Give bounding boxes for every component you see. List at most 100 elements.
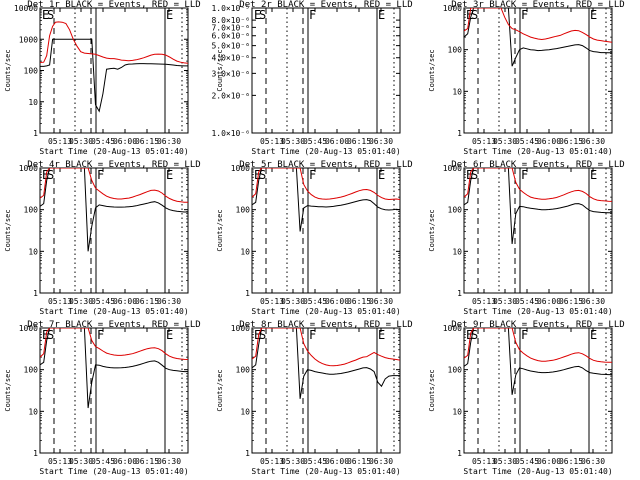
x-tick-label: 05:13	[260, 457, 284, 466]
event-marker-label: F	[521, 168, 528, 182]
y-tick-label: 10	[240, 407, 250, 416]
y-tick-label: 1	[245, 449, 250, 458]
event-marker-label: F	[309, 328, 316, 342]
event-marker-label: E	[466, 328, 473, 342]
event-marker-label: E	[378, 168, 385, 182]
x-tick-label: 06:30	[581, 297, 605, 306]
det-panel-8: Det 8r BLACK = Events, RED = LLD 1 10 100 10…	[216, 320, 413, 476]
event-marker-label: E	[166, 328, 173, 342]
plot-frame	[251, 167, 401, 294]
event-marker-label: E	[590, 328, 597, 342]
y-tick-label: 10	[452, 247, 462, 256]
event-marker-label: S	[47, 328, 54, 342]
panel-title: Det 1r BLACK = Events, RED = LLD	[27, 0, 200, 10]
x-tick-label: 05:30	[69, 457, 93, 466]
x-tick-label: 06:15	[135, 457, 159, 466]
x-tick-label: 06:30	[369, 297, 393, 306]
x-tick-label: 05:13	[260, 137, 284, 146]
x-tick-label: 06:00	[113, 137, 137, 146]
y-axis-label: Counts/sec	[4, 49, 12, 91]
y-tick-label: 1000	[443, 164, 462, 173]
x-tick-label: 06:00	[325, 137, 349, 146]
plot-frame	[251, 327, 401, 454]
y-tick-label: 100	[24, 366, 39, 375]
plot-frame	[39, 167, 189, 294]
y-axis-label: Counts/sec	[428, 49, 436, 91]
y-tick-label: 1000	[443, 324, 462, 333]
y-axis-label: Counts/sec	[216, 49, 224, 91]
series-lld-line	[464, 168, 612, 202]
plot-frame	[39, 7, 189, 134]
y-tick-label: 100	[448, 46, 463, 55]
x-tick-label: 06:15	[135, 297, 159, 306]
y-tick-label: 10	[28, 407, 38, 416]
x-tick-label: 05:13	[472, 457, 496, 466]
x-axis-label: Start Time (20-Aug-13 05:01:40)	[251, 307, 400, 316]
series-lld-line	[40, 328, 188, 360]
det-panel-2: Det 2r BLACK = Events, RED = LLD 1.0×10⁻⁶…	[211, 0, 412, 156]
event-marker-label: S	[47, 8, 54, 22]
event-marker-label: F	[309, 8, 316, 22]
event-marker-label: E	[42, 328, 49, 342]
x-tick-label: 06:30	[157, 297, 181, 306]
x-tick-label: 05:13	[48, 297, 72, 306]
panel-title: Det 9r BLACK = Events, RED = LLD	[451, 320, 624, 330]
x-tick-label: 05:30	[69, 137, 93, 146]
y-tick-label: 10	[452, 407, 462, 416]
y-tick-label: 1	[33, 449, 38, 458]
x-tick-label: 05:45	[515, 297, 539, 306]
x-tick-label: 05:30	[281, 297, 305, 306]
y-tick-label: 1.0×10⁻⁶	[211, 129, 250, 138]
series-lld-line	[252, 168, 400, 201]
y-tick-label: 100	[448, 206, 463, 215]
x-tick-label: 06:15	[559, 457, 583, 466]
y-tick-label: 100	[236, 366, 251, 375]
det-panel-7: Det 7r BLACK = Events, RED = LLD 1 10 100 10…	[4, 320, 201, 476]
y-tick-label: 8.0×10⁻⁶	[211, 16, 250, 25]
y-tick-label: 100	[24, 206, 39, 215]
plot-frame	[251, 7, 401, 134]
x-tick-label: 06:30	[369, 137, 393, 146]
x-axis-label: Start Time (20-Aug-13 05:01:40)	[39, 467, 188, 476]
y-axis-label: Counts/sec	[428, 369, 436, 411]
x-axis-label: Start Time (20-Aug-13 05:01:40)	[39, 307, 188, 316]
x-tick-label: 05:30	[493, 297, 517, 306]
x-tick-label: 06:00	[537, 457, 561, 466]
event-marker-label: F	[97, 328, 104, 342]
x-tick-label: 06:00	[325, 297, 349, 306]
y-tick-label: 1000	[19, 164, 38, 173]
event-marker-label: E	[378, 328, 385, 342]
plot-frame	[463, 167, 613, 294]
x-tick-label: 05:13	[260, 297, 284, 306]
panel-title: Det 5r BLACK = Events, RED = LLD	[239, 160, 412, 170]
series-lld-line	[40, 168, 188, 203]
y-tick-label: 7.0×10⁻⁶	[211, 23, 250, 32]
y-tick-label: 4.0×10⁻⁶	[211, 54, 250, 63]
event-marker-label: F	[521, 328, 528, 342]
x-tick-label: 06:00	[537, 297, 561, 306]
event-marker-label: S	[471, 8, 478, 22]
y-tick-label: 100	[24, 67, 39, 76]
event-marker-label: E	[590, 8, 597, 22]
panel-title: Det 4r BLACK = Events, RED = LLD	[27, 160, 200, 170]
event-marker-label: S	[471, 328, 478, 342]
y-tick-label: 3.0×10⁻⁶	[211, 69, 250, 78]
event-marker-label: F	[309, 168, 316, 182]
x-axis-label: Start Time (20-Aug-13 05:01:40)	[463, 467, 612, 476]
y-tick-label: 1000	[231, 164, 250, 173]
series-events-line	[464, 8, 612, 67]
panel-title: Det 8r BLACK = Events, RED = LLD	[239, 320, 412, 330]
event-marker-label: F	[521, 8, 528, 22]
x-tick-label: 05:30	[493, 137, 517, 146]
det-panel-4: Det 4r BLACK = Events, RED = LLD 1 10 100 10…	[4, 160, 201, 316]
x-tick-label: 05:45	[303, 457, 327, 466]
event-marker-label: S	[471, 168, 478, 182]
y-tick-label: 5.0×10⁻⁶	[211, 42, 250, 51]
y-tick-label: 100	[448, 366, 463, 375]
x-axis-label: Start Time (20-Aug-13 05:01:40)	[39, 147, 188, 156]
x-tick-label: 05:45	[515, 137, 539, 146]
x-tick-label: 05:30	[493, 457, 517, 466]
x-axis-label: Start Time (20-Aug-13 05:01:40)	[463, 147, 612, 156]
event-marker-label: E	[254, 168, 261, 182]
x-tick-label: 06:15	[559, 297, 583, 306]
